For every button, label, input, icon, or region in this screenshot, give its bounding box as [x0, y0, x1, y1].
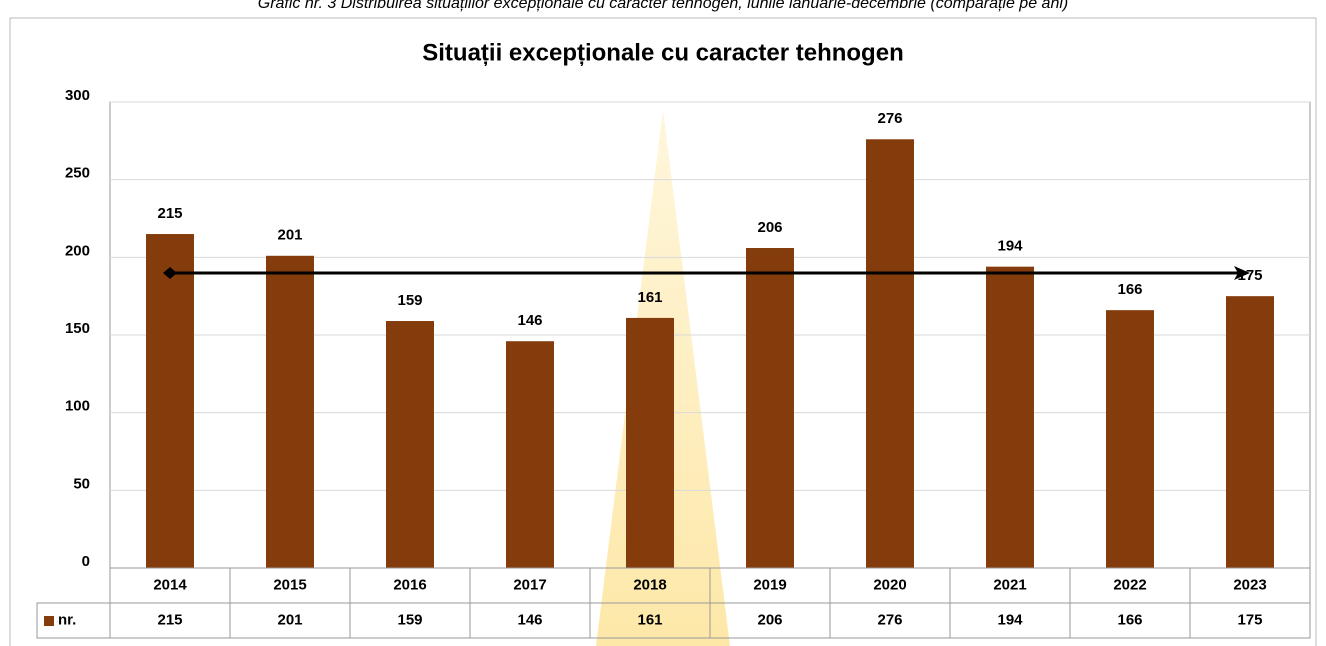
caption: Grafic nr. 3 Distribuirea situațiilor ex… — [258, 0, 1068, 12]
trend-arrow — [1234, 266, 1250, 280]
x-tick-label: 2016 — [393, 576, 426, 593]
bar — [146, 234, 194, 569]
x-tick-label: 2022 — [1113, 576, 1146, 593]
table-value: 276 — [877, 611, 902, 628]
data-label: 215 — [157, 205, 182, 222]
data-label: 201 — [277, 227, 302, 244]
x-tick-label: 2021 — [993, 576, 1026, 593]
bar — [866, 139, 914, 568]
chart-frame — [9, 17, 1317, 646]
x-tick-label: 2017 — [513, 576, 546, 593]
y-tick-label: 300 — [65, 87, 90, 104]
trend-start — [163, 267, 177, 279]
data-label: 194 — [997, 238, 1023, 255]
y-tick-label: 100 — [65, 398, 90, 415]
x-tick-label: 2023 — [1233, 576, 1266, 593]
data-label: 161 — [637, 289, 662, 306]
x-tick-label: 2019 — [753, 576, 786, 593]
data-label: 146 — [517, 312, 542, 329]
y-tick-label: 150 — [65, 320, 90, 337]
table-value: 201 — [277, 611, 302, 628]
bar — [986, 266, 1034, 568]
y-tick-label: 50 — [73, 475, 90, 492]
bar — [746, 248, 794, 568]
y-tick-label: 0 — [82, 553, 90, 570]
table-value: 194 — [997, 611, 1023, 628]
table-value: 159 — [397, 611, 422, 628]
bar — [506, 341, 554, 568]
table-cell — [1189, 567, 1311, 604]
bar — [1106, 310, 1154, 568]
chart-title: Situații excepționale cu caracter tehnog… — [422, 39, 903, 66]
legend-label: nr. — [58, 611, 76, 628]
data-label: 159 — [397, 292, 422, 309]
data-label: 276 — [877, 110, 902, 127]
x-tick-label: 2018 — [633, 576, 666, 593]
x-tick-label: 2014 — [153, 576, 187, 593]
table-value: 161 — [637, 611, 662, 628]
table-value: 215 — [157, 611, 182, 628]
bar — [266, 255, 314, 568]
legend-swatch — [44, 616, 54, 626]
x-tick-label: 2020 — [873, 576, 906, 593]
y-tick-label: 200 — [65, 242, 90, 259]
bar — [386, 321, 434, 568]
table-value: 146 — [517, 611, 542, 628]
bar — [626, 317, 674, 568]
y-tick-label: 250 — [65, 165, 90, 182]
data-label: 166 — [1117, 281, 1142, 298]
data-label: 206 — [757, 219, 782, 236]
table-value: 206 — [757, 611, 782, 628]
bar — [1226, 296, 1274, 568]
table-value: 166 — [1117, 611, 1142, 628]
table-value: 175 — [1237, 611, 1262, 628]
x-tick-label: 2015 — [273, 576, 306, 593]
